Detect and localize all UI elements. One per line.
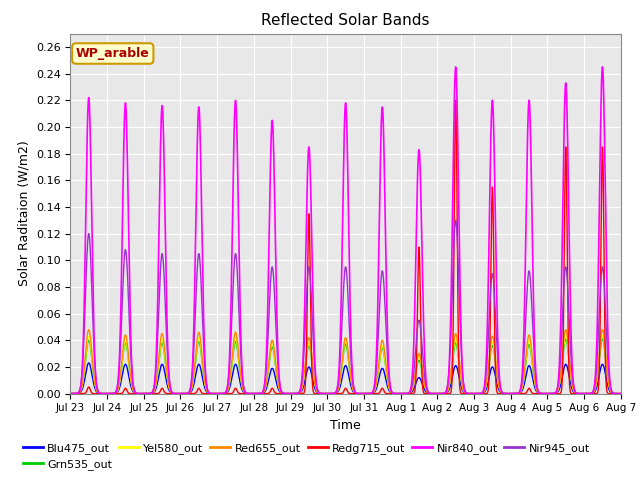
Nir840_out (547, 391, 554, 396)
Red655_out (617, 391, 625, 396)
Nir840_out (617, 391, 625, 396)
Grn535_out (598, 336, 606, 342)
Line: Red655_out: Red655_out (70, 330, 621, 394)
Yel580_out (547, 391, 554, 396)
Red655_out (301, 358, 309, 363)
Redg715_out (301, 382, 309, 387)
Grn535_out (301, 364, 309, 370)
Grn535_out (278, 390, 285, 396)
Line: Redg715_out: Redg715_out (70, 100, 621, 394)
X-axis label: Time: Time (330, 419, 361, 432)
Redg715_out (129, 391, 137, 396)
Nir945_out (301, 321, 309, 326)
Red655_out (547, 391, 555, 396)
Line: Grn535_out: Grn535_out (70, 339, 621, 394)
Blu475_out (129, 389, 137, 395)
Nir840_out (606, 380, 614, 386)
Redg715_out (278, 391, 285, 396)
Grn535_out (67, 391, 74, 396)
Blu475_out (67, 391, 74, 396)
Red655_out (67, 391, 74, 396)
Yel580_out (67, 391, 74, 396)
Nir945_out (129, 382, 137, 387)
Grn535_out (617, 391, 625, 396)
Yel580_out (598, 332, 606, 338)
Nir840_out (278, 389, 285, 395)
Title: Reflected Solar Bands: Reflected Solar Bands (261, 13, 430, 28)
Nir945_out (67, 391, 74, 396)
Line: Blu475_out: Blu475_out (70, 363, 621, 394)
Blu475_out (301, 375, 309, 381)
Redg715_out (617, 391, 625, 396)
Blu475_out (617, 391, 625, 396)
Redg715_out (162, 391, 170, 396)
Nir840_out (129, 382, 137, 387)
Legend: Blu475_out, Grn535_out, Yel580_out, Red655_out, Redg715_out, Nir840_out, Nir945_: Blu475_out, Grn535_out, Yel580_out, Red6… (19, 438, 595, 474)
Red655_out (278, 390, 285, 396)
Nir945_out (278, 388, 285, 394)
Red655_out (162, 360, 170, 366)
Grn535_out (129, 387, 137, 393)
Yel580_out (301, 363, 309, 369)
Nir840_out (301, 274, 309, 280)
Nir840_out (162, 261, 170, 266)
Red655_out (129, 387, 137, 393)
Yel580_out (606, 387, 614, 393)
Yel580_out (617, 391, 625, 396)
Grn535_out (547, 391, 554, 396)
Nir840_out (598, 64, 606, 70)
Yel580_out (129, 387, 137, 393)
Red655_out (606, 386, 614, 392)
Yel580_out (162, 361, 170, 367)
Redg715_out (547, 391, 555, 396)
Grn535_out (606, 387, 614, 393)
Nir945_out (606, 383, 614, 388)
Nir945_out (162, 316, 170, 322)
Nir840_out (67, 391, 74, 396)
Nir945_out (452, 217, 460, 223)
Yel580_out (278, 390, 285, 396)
Text: WP_arable: WP_arable (76, 47, 150, 60)
Blu475_out (278, 390, 285, 396)
Y-axis label: Solar Raditaion (W/m2): Solar Raditaion (W/m2) (17, 141, 30, 287)
Line: Nir840_out: Nir840_out (70, 67, 621, 394)
Redg715_out (452, 97, 460, 103)
Redg715_out (606, 391, 614, 396)
Redg715_out (67, 391, 74, 396)
Red655_out (85, 327, 93, 333)
Blu475_out (85, 360, 93, 366)
Blu475_out (606, 389, 614, 395)
Nir945_out (617, 391, 625, 396)
Line: Yel580_out: Yel580_out (70, 335, 621, 394)
Line: Nir945_out: Nir945_out (70, 220, 621, 394)
Blu475_out (547, 391, 555, 396)
Nir945_out (547, 391, 555, 396)
Grn535_out (162, 364, 170, 370)
Blu475_out (162, 376, 170, 382)
